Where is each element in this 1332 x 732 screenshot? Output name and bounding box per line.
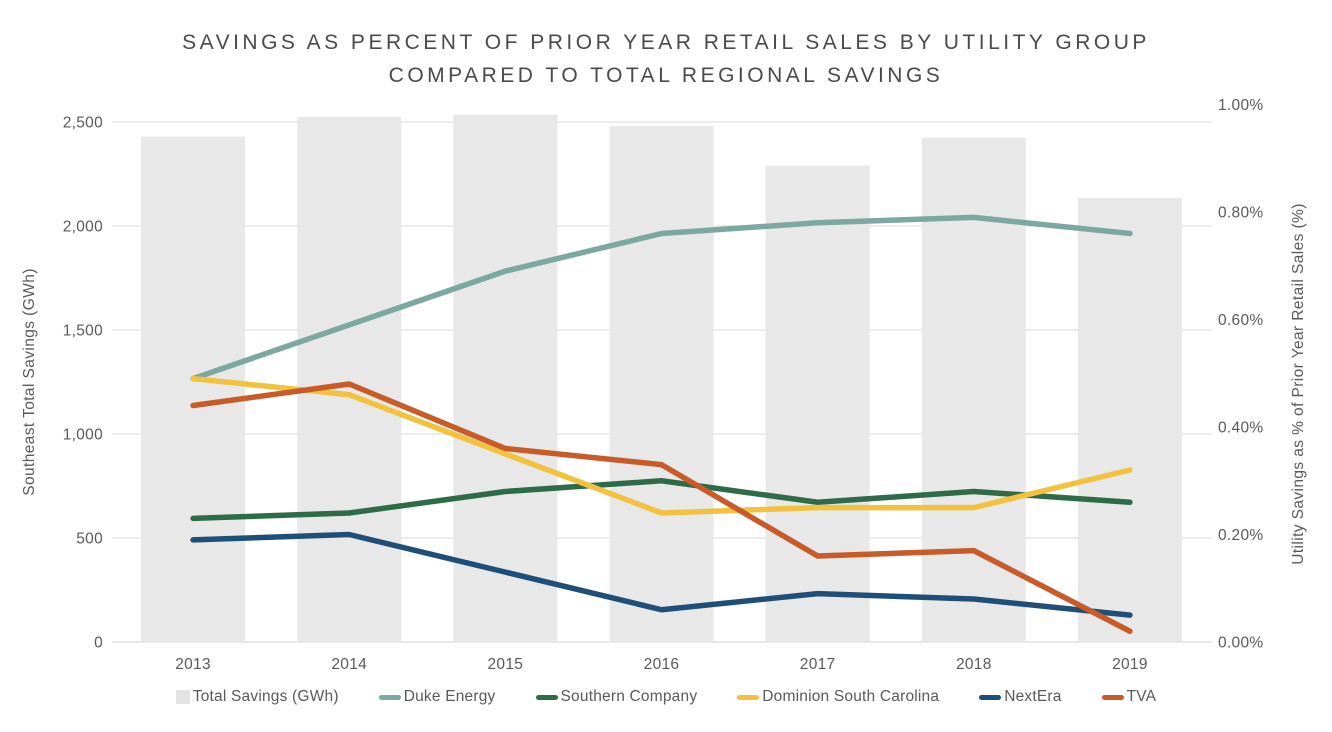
legend-swatch-nextera: [979, 694, 1002, 700]
legend-swatch-duke-energy: [378, 694, 401, 700]
series-line-southern-company: [190, 478, 1133, 522]
x-axis-tick-2017: 2017: [800, 656, 836, 673]
legend-label: Southern Company: [560, 688, 698, 705]
legend-label: TVA: [1126, 688, 1157, 705]
total-savings-bar-2016: [609, 126, 714, 642]
series-line-dominion-south-carolina: [190, 375, 1133, 516]
x-axis-tick-2016: 2016: [644, 656, 680, 673]
legend-label: Total Savings (GWh): [192, 688, 339, 705]
total-savings-bar-2014: [297, 116, 402, 643]
legend-label: Dominion South Carolina: [762, 688, 940, 705]
y-axis-left-tick: 2,000: [63, 219, 103, 236]
legend-swatch-southern-company: [535, 694, 558, 700]
line-series-layer: [190, 214, 1133, 634]
y-axis-left-title: Southeast Total Savings (GWh): [21, 268, 38, 496]
y-axis-right-tick: 0.60%: [1218, 312, 1263, 329]
bar-series-layer: [141, 114, 1182, 643]
total-savings-bar-2013: [141, 136, 246, 642]
legend-item-duke-energy: Duke Energy: [378, 688, 496, 706]
y-axis-right-tick: 1.00%: [1218, 97, 1263, 114]
chart-title-line1: SAVINGS AS PERCENT OF PRIOR YEAR RETAIL …: [182, 31, 1150, 54]
x-axis-tick-2013: 2013: [175, 656, 211, 673]
y-axis-left-tick: 2,500: [63, 115, 103, 132]
x-axis-tick-2015: 2015: [488, 656, 524, 673]
total-savings-bar-2015: [453, 114, 558, 643]
total-savings-bar-2019: [1077, 197, 1182, 643]
legend-swatch-dominion-south-carolina: [737, 694, 760, 700]
legend: Total Savings (GWh) Duke Energy Southern C…: [0, 688, 1332, 706]
y-axis-left-tick: 0: [94, 635, 103, 652]
y-axis-left-tick: 1,000: [63, 427, 103, 444]
total-savings-bar-2017: [765, 165, 870, 642]
chart-title: SAVINGS AS PERCENT OF PRIOR YEAR RETAIL …: [0, 26, 1332, 92]
x-axis-tick-2014: 2014: [331, 656, 367, 673]
legend-item-tva: TVA: [1101, 688, 1157, 706]
legend-item-dominion-south-carolina: Dominion South Carolina: [737, 688, 939, 706]
y-axis-left-tick: 1,500: [63, 323, 103, 340]
y-axis-left-tick: 500: [76, 531, 103, 548]
legend-label: Duke Energy: [403, 688, 496, 705]
y-axis-right-title: Utility Savings as % of Prior Year Retai…: [1290, 203, 1307, 565]
legend-label: NextEra: [1004, 688, 1062, 705]
legend-item-total-savings-gwh: Total Savings (GWh): [175, 688, 339, 706]
x-axis-tick-2019: 2019: [1112, 656, 1148, 673]
x-axis-tick-2018: 2018: [956, 656, 992, 673]
series-line-duke-energy: [190, 214, 1133, 382]
tick-labels-layer: 0 500 1,000 1,500 2,000 2,500 0.00% 0.20% 0.40% 0…: [63, 97, 1263, 673]
legend-item-nextera: NextEra: [979, 688, 1061, 706]
series-line-nextera: [190, 531, 1133, 618]
legend-swatch-total-savings-gwh: [175, 690, 190, 704]
legend-swatch-tva: [1101, 694, 1124, 700]
y-axis-right-tick: 0.00%: [1218, 635, 1263, 652]
y-axis-right-tick: 0.40%: [1218, 420, 1263, 437]
y-axis-right-tick: 0.80%: [1218, 205, 1263, 222]
chart-title-line2: COMPARED TO TOTAL REGIONAL SAVINGS: [388, 64, 944, 87]
y-axis-right-tick: 0.20%: [1218, 527, 1263, 544]
legend-item-southern-company: Southern Company: [535, 688, 698, 706]
series-line-tva: [190, 381, 1133, 634]
